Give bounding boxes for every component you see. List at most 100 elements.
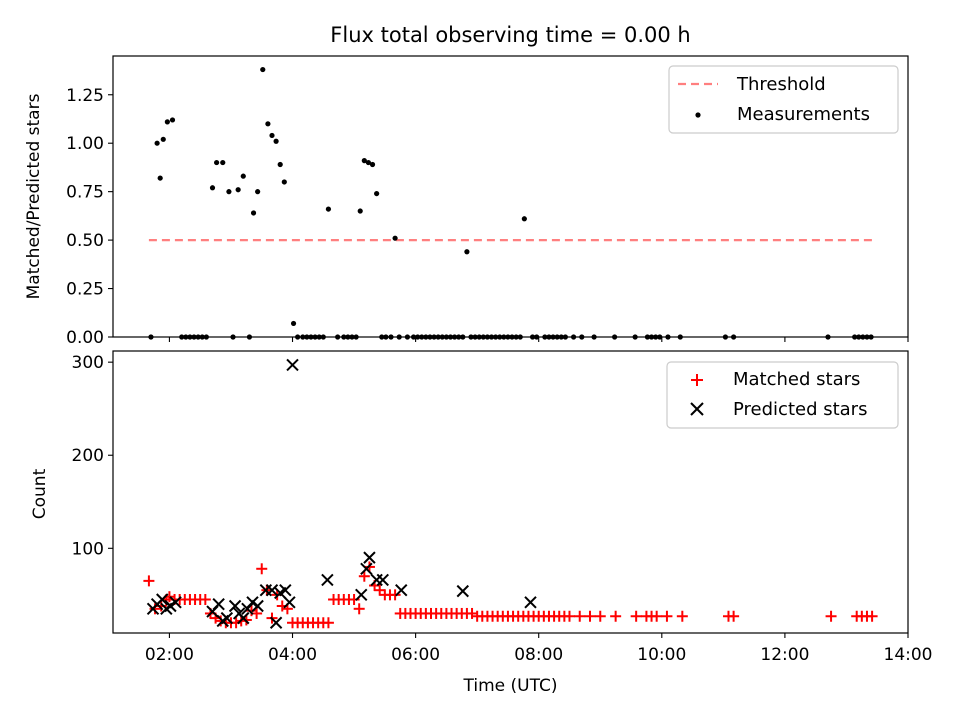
matched-stars-point <box>322 617 334 629</box>
x-tick-label: 06:00 <box>391 645 440 665</box>
predicted-stars-point <box>286 358 299 372</box>
top-plot-area <box>148 66 874 340</box>
bottom-axes-frame <box>112 350 909 634</box>
x-tick-label: 10:00 <box>637 645 686 665</box>
predicted-stars-legend-swatch <box>690 402 704 416</box>
bottom-legend: Matched stars Predicted stars <box>666 361 899 429</box>
matched-stars-point <box>143 575 155 587</box>
measurement-point <box>464 249 470 255</box>
matched-stars-point <box>353 603 365 615</box>
predicted-stars-point <box>283 596 296 609</box>
y-axis-label-group: Matched/Predicted stars <box>24 93 44 299</box>
y-axis-label: Matched/Predicted stars <box>24 93 44 299</box>
measurement-point <box>214 159 220 166</box>
matched-stars-point <box>466 607 478 619</box>
measurement-point <box>369 161 376 168</box>
matched-stars-point <box>651 610 663 622</box>
chart-title: Flux total observing time = 0.00 h <box>330 23 690 47</box>
measurements-legend-swatch <box>695 112 701 118</box>
matched-stars-point <box>256 563 268 575</box>
measurement-point <box>325 206 332 212</box>
predicted-stars-point <box>370 573 383 587</box>
predicted-stars-point <box>376 573 389 587</box>
measurement-point <box>157 175 163 181</box>
predicted-stars-point <box>355 588 368 602</box>
matched-stars-point <box>574 610 586 622</box>
measurement-point <box>374 190 380 197</box>
predicted-stars-point <box>363 551 376 564</box>
y-tick-label: 0.00 <box>66 328 104 348</box>
measurement-point <box>290 320 297 327</box>
matched-stars-point <box>630 610 642 622</box>
legend-label-matched-stars: Matched stars <box>733 369 860 390</box>
matched-stars-legend-swatch <box>691 374 703 386</box>
measurement-point <box>240 173 246 179</box>
bottom-plot-area <box>143 358 878 629</box>
predicted-stars-point <box>360 562 373 575</box>
predicted-stars-point <box>237 611 250 625</box>
measurement-point <box>169 117 176 123</box>
predicted-stars-point <box>156 593 169 606</box>
y-axis-label-bottom: Count <box>30 468 50 519</box>
x-tick-label: 04:00 <box>268 645 317 665</box>
measurement-point <box>235 187 241 193</box>
y-tick-label: 1.25 <box>66 86 104 106</box>
matched-stars-point <box>610 610 622 622</box>
measurement-point <box>357 208 363 214</box>
x-tick-label: 08:00 <box>514 645 563 665</box>
matched-stars-point <box>594 610 606 622</box>
measurement-point <box>392 235 398 241</box>
measurement-point <box>209 185 216 191</box>
measurement-point <box>269 132 275 139</box>
legend-label-measurements: Measurements <box>737 104 870 125</box>
predicted-stars-point <box>212 597 225 611</box>
matched-stars-point <box>389 589 401 601</box>
y-tick-label: 200 <box>72 446 104 466</box>
y-tick-label: 0.50 <box>66 231 104 251</box>
legend-label-threshold: Threshold <box>736 74 826 95</box>
bottom-legend-box <box>666 361 899 429</box>
predicted-stars-point <box>228 599 242 613</box>
x-tick-label: 14:00 <box>884 645 933 665</box>
predicted-stars-point <box>279 583 292 597</box>
predicted-stars-point <box>220 611 234 625</box>
x-tick-label: 12:00 <box>760 645 809 665</box>
y-tick-label: 0.25 <box>66 280 104 300</box>
measurement-point <box>365 159 372 166</box>
predicted-stars-point <box>269 616 283 629</box>
measurement-point <box>154 140 160 146</box>
measurement-point <box>281 179 287 185</box>
measurement-point <box>265 121 271 127</box>
bottom-axis-ticks: 100 200 300 02:00 04:00 06:00 08:00 10:00 12:00 1… <box>72 353 933 665</box>
matched-stars-point <box>728 610 740 622</box>
measurement-point <box>255 189 261 195</box>
matched-stars-point <box>661 610 673 622</box>
measurement-point <box>521 216 527 222</box>
predicted-stars-point <box>265 583 279 597</box>
measurement-point <box>250 210 257 216</box>
matched-stars-point <box>563 610 575 622</box>
matched-stars-point <box>199 593 211 605</box>
predicted-stars-point <box>395 583 408 597</box>
measurement-point <box>160 136 166 142</box>
bottom-y-label-group: Count <box>30 468 50 519</box>
predicted-stars-point <box>169 596 182 609</box>
measurement-point <box>277 161 283 168</box>
predicted-stars-point <box>321 573 334 587</box>
matched-stars-point <box>825 610 837 622</box>
y-tick-label: 300 <box>72 353 104 373</box>
matched-stars-point <box>866 610 878 622</box>
measurement-point <box>220 159 226 166</box>
measurement-point <box>260 66 266 73</box>
predicted-stars-point <box>456 584 470 598</box>
measurement-point <box>164 119 170 125</box>
y-tick-label: 0.75 <box>66 183 104 203</box>
matched-stars-point <box>358 570 370 582</box>
top-axis-ticks: 0.00 0.25 0.50 0.75 1.00 1.25 <box>66 86 909 348</box>
x-tick-label: 02:00 <box>145 645 194 665</box>
predicted-stars-point <box>251 599 264 613</box>
measurement-point <box>361 158 367 164</box>
y-tick-label: 100 <box>72 539 104 559</box>
matched-stars-point <box>584 610 596 622</box>
